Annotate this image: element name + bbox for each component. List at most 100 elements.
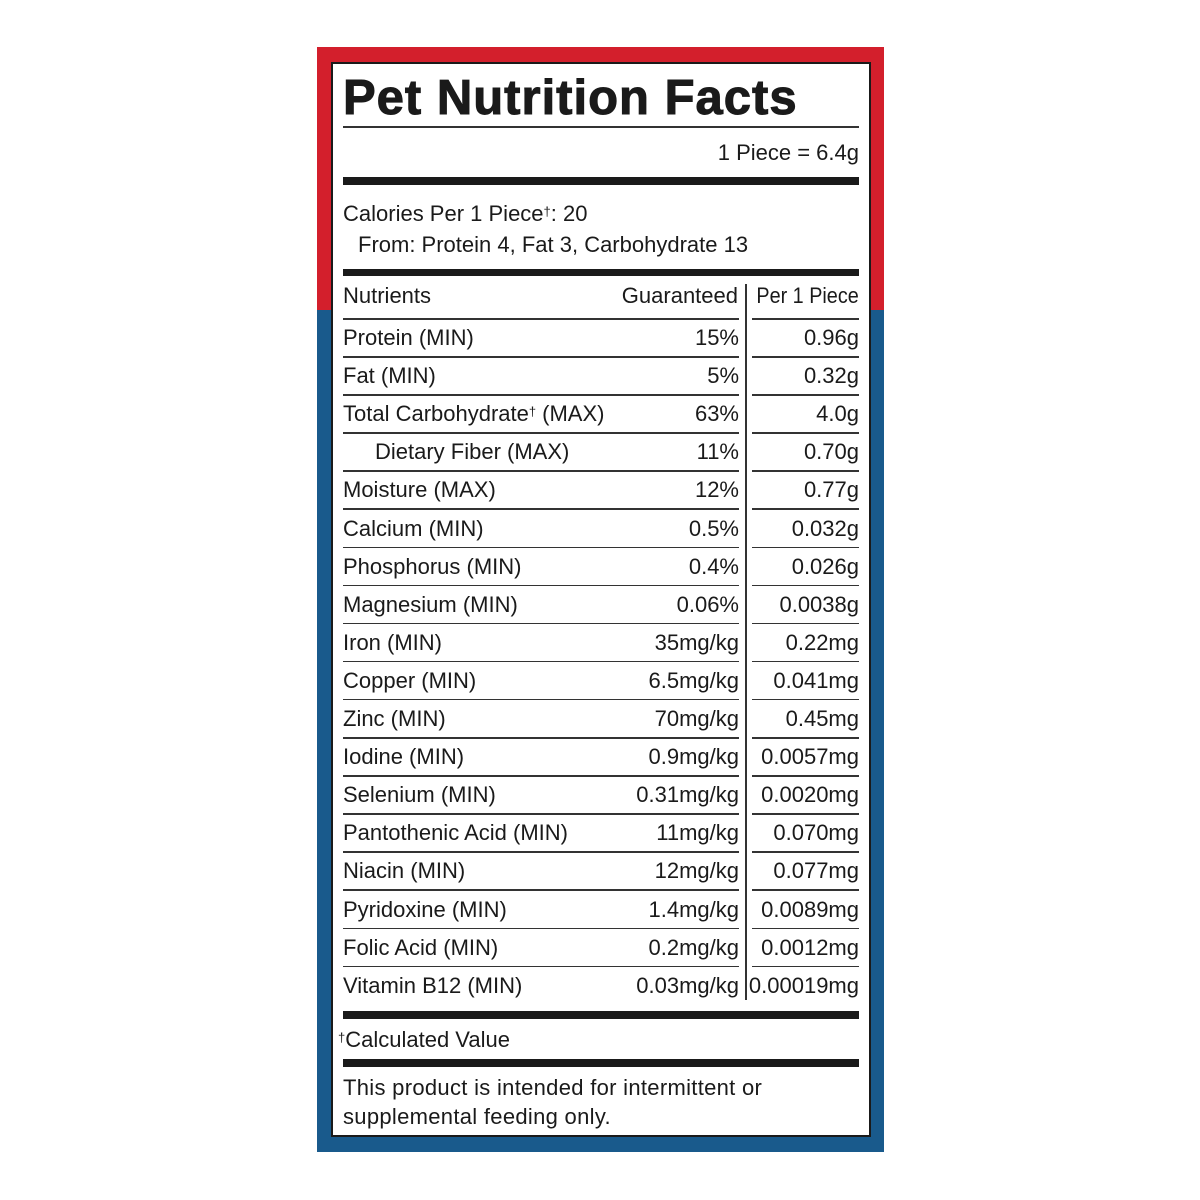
note-line: supplemental feeding only. xyxy=(343,1104,611,1129)
rule xyxy=(752,584,859,587)
nutrient-label: Dietary Fiber (MAX) xyxy=(375,439,570,465)
rule xyxy=(343,394,739,396)
guaranteed-value: 63% xyxy=(694,401,739,427)
title: Pet Nutrition Facts xyxy=(343,71,798,126)
rule xyxy=(343,698,739,701)
rule xyxy=(752,318,859,320)
guaranteed-value: 35mg/kg xyxy=(654,629,739,655)
rule xyxy=(343,775,739,777)
rule xyxy=(752,889,859,891)
rule xyxy=(343,660,739,663)
nutrient-name: Pyridoxine (MIN) xyxy=(343,897,507,923)
guaranteed-value: 12mg/kg xyxy=(654,858,739,884)
calories-from: From: Protein 4, Fat 3, Carbohydrate 13 xyxy=(358,232,749,257)
guaranteed-value: 0.2mg/kg xyxy=(648,934,740,960)
rule xyxy=(343,1059,859,1067)
per-piece-value: 0.0012mg xyxy=(761,934,859,960)
guaranteed-value: 15% xyxy=(694,325,739,350)
per-piece-value: 4.0g xyxy=(816,401,859,427)
nutrient-label: Pyridoxine (MIN) xyxy=(343,896,507,922)
rule xyxy=(343,546,739,548)
guaranteed-value: 0.5% xyxy=(688,515,739,541)
rule xyxy=(343,432,739,434)
rule xyxy=(343,851,739,853)
rule xyxy=(343,508,739,510)
rule xyxy=(752,470,859,472)
per-piece-value: 0.96g xyxy=(803,325,859,350)
nutrient-name: Copper (MIN) xyxy=(343,668,476,694)
nutrient-label: Pantothenic Acid (MIN) xyxy=(343,820,568,846)
per-piece-value: 0.0057mg xyxy=(761,744,859,770)
rule xyxy=(343,356,739,358)
nutrient-label: Folic Acid (MIN) xyxy=(343,934,499,960)
rule xyxy=(752,432,859,434)
rule xyxy=(343,889,739,891)
column-divider xyxy=(745,284,747,1000)
nutrient-label: Protein (MIN) xyxy=(343,325,474,350)
nutrient-suffix: (MAX) xyxy=(542,401,605,427)
rule xyxy=(752,813,859,815)
nutrient-name: Protein (MIN) xyxy=(343,325,474,351)
guaranteed-value: 0.06% xyxy=(676,591,739,617)
footnote: †Calculated Value xyxy=(338,1027,510,1053)
nutrient-name: Total Carbohydrate† (MAX) xyxy=(343,401,604,427)
guaranteed-value: 1.4mg/kg xyxy=(648,896,740,922)
nutrient-name: Iron (MIN) xyxy=(343,630,442,656)
header-per-piece: Per 1 Piece xyxy=(756,283,859,308)
nutrient-name: Zinc (MIN) xyxy=(343,706,446,732)
nutrient-name: Phosphorus (MIN) xyxy=(343,554,522,580)
guaranteed-value: 0.9mg/kg xyxy=(648,744,740,770)
per-piece-value: 0.070mg xyxy=(773,820,859,846)
nutrient-label: Magnesium (MIN) xyxy=(343,591,518,617)
per-piece-value: 0.032g xyxy=(791,515,859,541)
nutrient-name: Iodine (MIN) xyxy=(343,744,464,770)
per-piece-value: 0.0020mg xyxy=(761,782,859,808)
rule xyxy=(343,584,739,587)
nutrient-name: Pantothenic Acid (MIN) xyxy=(343,820,568,846)
nutrient-name: Selenium (MIN) xyxy=(343,782,496,808)
guaranteed-value: 6.5mg/kg xyxy=(648,667,740,693)
guaranteed-value: 0.31mg/kg xyxy=(636,782,739,808)
nutrient-label: Selenium (MIN) xyxy=(343,782,496,808)
nutrient-name: Magnesium (MIN) xyxy=(343,592,518,618)
nutrient-label: Fat (MIN) xyxy=(343,363,436,389)
per-piece-value: 0.077mg xyxy=(773,858,859,884)
rule xyxy=(343,965,739,968)
nutrient-label: Moisture (MAX) xyxy=(343,477,496,503)
nutrient-label: Vitamin B12 (MIN) xyxy=(343,972,523,998)
per-piece-value: 0.77g xyxy=(803,477,859,503)
rule xyxy=(752,965,859,968)
rule xyxy=(343,737,739,739)
nutrient-name: Vitamin B12 (MIN) xyxy=(343,973,522,999)
nutrient-name: Dietary Fiber (MAX) xyxy=(375,439,569,465)
rule xyxy=(752,775,859,777)
rule xyxy=(752,737,859,739)
rule xyxy=(343,927,739,929)
guaranteed-value: 0.03mg/kg xyxy=(636,972,739,998)
rule xyxy=(752,851,859,853)
nutrient-label: Niacin (MIN) xyxy=(343,858,466,884)
label-panel xyxy=(331,62,871,1137)
rule xyxy=(752,394,859,396)
guaranteed-value: 11% xyxy=(696,439,739,465)
nutrient-name: Moisture (MAX) xyxy=(343,477,496,503)
rule xyxy=(343,813,739,815)
nutrient-name: Fat (MIN) xyxy=(343,363,436,389)
serving-size: 1 Piece = 6.4g xyxy=(717,140,859,165)
rule xyxy=(752,660,859,663)
rule xyxy=(752,356,859,358)
rule xyxy=(752,698,859,701)
per-piece-value: 0.026g xyxy=(791,553,859,579)
guaranteed-value: 11mg/kg xyxy=(656,820,739,846)
nutrient-label: Total Carbohydrate xyxy=(343,401,529,427)
nutrient-label: Phosphorus (MIN) xyxy=(343,553,522,579)
rule xyxy=(343,1011,859,1019)
dagger: † xyxy=(338,1030,346,1045)
per-piece-value: 0.041mg xyxy=(773,667,859,693)
per-piece-value: 0.0038g xyxy=(779,591,859,617)
nutrient-name: Folic Acid (MIN) xyxy=(343,935,498,961)
rule xyxy=(752,546,859,548)
nutrient-label: Zinc (MIN) xyxy=(343,706,446,731)
rule xyxy=(752,622,859,625)
nutrient-label: Copper (MIN) xyxy=(343,667,477,693)
